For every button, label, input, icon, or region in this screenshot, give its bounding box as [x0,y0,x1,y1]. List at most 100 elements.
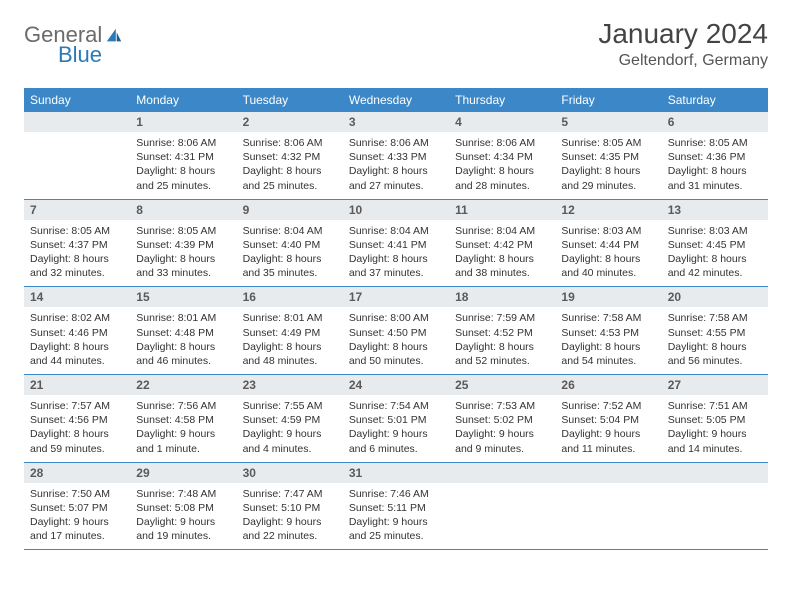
daylight-text: Daylight: 8 hours and 44 minutes. [30,340,124,368]
calendar-cell [555,462,661,550]
calendar-cell [449,462,555,550]
day-details: Sunrise: 8:04 AMSunset: 4:40 PMDaylight:… [237,220,343,287]
day-number: 27 [662,375,768,395]
sunset-text: Sunset: 4:34 PM [455,150,549,164]
sunrise-text: Sunrise: 8:05 AM [30,224,124,238]
day-details: Sunrise: 7:47 AMSunset: 5:10 PMDaylight:… [237,483,343,550]
day-number: 19 [555,287,661,307]
day-details: Sunrise: 8:04 AMSunset: 4:41 PMDaylight:… [343,220,449,287]
calendar-cell: 27Sunrise: 7:51 AMSunset: 5:05 PMDayligh… [662,375,768,463]
day-number: 6 [662,112,768,132]
daylight-text: Daylight: 9 hours and 6 minutes. [349,427,443,455]
calendar-cell: 29Sunrise: 7:48 AMSunset: 5:08 PMDayligh… [130,462,236,550]
sunrise-text: Sunrise: 7:52 AM [561,399,655,413]
daylight-text: Daylight: 9 hours and 22 minutes. [243,515,337,543]
weekday-header: Monday [130,88,236,112]
calendar-cell [24,112,130,199]
calendar-week-row: 28Sunrise: 7:50 AMSunset: 5:07 PMDayligh… [24,462,768,550]
day-details: Sunrise: 8:06 AMSunset: 4:32 PMDaylight:… [237,132,343,199]
daylight-text: Daylight: 8 hours and 29 minutes. [561,164,655,192]
daylight-text: Daylight: 8 hours and 38 minutes. [455,252,549,280]
sunset-text: Sunset: 5:04 PM [561,413,655,427]
sunrise-text: Sunrise: 7:48 AM [136,487,230,501]
daylight-text: Daylight: 8 hours and 27 minutes. [349,164,443,192]
calendar-cell: 30Sunrise: 7:47 AMSunset: 5:10 PMDayligh… [237,462,343,550]
sunrise-text: Sunrise: 7:50 AM [30,487,124,501]
sunset-text: Sunset: 4:31 PM [136,150,230,164]
logo-line2: Blue [24,42,102,68]
daylight-text: Daylight: 9 hours and 17 minutes. [30,515,124,543]
daylight-text: Daylight: 8 hours and 37 minutes. [349,252,443,280]
daylight-text: Daylight: 9 hours and 4 minutes. [243,427,337,455]
calendar-cell: 14Sunrise: 8:02 AMSunset: 4:46 PMDayligh… [24,287,130,375]
sunset-text: Sunset: 5:02 PM [455,413,549,427]
daylight-text: Daylight: 8 hours and 48 minutes. [243,340,337,368]
day-number: 26 [555,375,661,395]
day-details: Sunrise: 8:05 AMSunset: 4:39 PMDaylight:… [130,220,236,287]
day-number [662,463,768,483]
calendar-cell [662,462,768,550]
daylight-text: Daylight: 8 hours and 28 minutes. [455,164,549,192]
calendar-cell: 18Sunrise: 7:59 AMSunset: 4:52 PMDayligh… [449,287,555,375]
day-number: 28 [24,463,130,483]
sunset-text: Sunset: 5:05 PM [668,413,762,427]
daylight-text: Daylight: 8 hours and 52 minutes. [455,340,549,368]
sunrise-text: Sunrise: 8:04 AM [455,224,549,238]
sunset-text: Sunset: 4:35 PM [561,150,655,164]
calendar-cell: 26Sunrise: 7:52 AMSunset: 5:04 PMDayligh… [555,375,661,463]
calendar-cell: 10Sunrise: 8:04 AMSunset: 4:41 PMDayligh… [343,199,449,287]
calendar-body: 1 Sunrise: 8:06 AM Sunset: 4:31 PM Daylight… [24,112,768,550]
sunrise-text: Sunrise: 8:01 AM [136,311,230,325]
daylight-text: Daylight: 9 hours and 14 minutes. [668,427,762,455]
sunrise-text: Sunrise: 8:00 AM [349,311,443,325]
sunset-text: Sunset: 4:39 PM [136,238,230,252]
sunrise-text: Sunrise: 7:47 AM [243,487,337,501]
sunset-text: Sunset: 4:46 PM [30,326,124,340]
daylight-text: Daylight: 8 hours and 46 minutes. [136,340,230,368]
day-details: Sunrise: 8:06 AMSunset: 4:34 PMDaylight:… [449,132,555,199]
month-title: January 2024 [598,18,768,50]
weekday-header: Friday [555,88,661,112]
sunset-text: Sunset: 5:11 PM [349,501,443,515]
daylight-text: Daylight: 8 hours and 25 minutes. [243,164,337,192]
calendar-week-row: 1 Sunrise: 8:06 AM Sunset: 4:31 PM Daylight… [24,112,768,199]
day-number [449,463,555,483]
sunset-text: Sunset: 4:58 PM [136,413,230,427]
calendar-cell: 12Sunrise: 8:03 AMSunset: 4:44 PMDayligh… [555,199,661,287]
day-number: 18 [449,287,555,307]
weekday-header: Wednesday [343,88,449,112]
calendar-page: General January 2024 Geltendorf, Germany… [0,0,792,562]
day-details: Sunrise: 7:46 AMSunset: 5:11 PMDaylight:… [343,483,449,550]
sunrise-text: Sunrise: 8:03 AM [668,224,762,238]
day-number: 1 [130,112,236,132]
day-number: 30 [237,463,343,483]
day-number: 11 [449,200,555,220]
sunset-text: Sunset: 4:32 PM [243,150,337,164]
daylight-text: Daylight: 9 hours and 19 minutes. [136,515,230,543]
day-number: 2 [237,112,343,132]
sunrise-text: Sunrise: 8:05 AM [668,136,762,150]
sunrise-text: Sunrise: 7:55 AM [243,399,337,413]
weekday-header: Sunday [24,88,130,112]
calendar-cell: 31Sunrise: 7:46 AMSunset: 5:11 PMDayligh… [343,462,449,550]
sunrise-text: Sunrise: 8:04 AM [349,224,443,238]
sunrise-text: Sunrise: 8:05 AM [561,136,655,150]
calendar-cell: 19Sunrise: 7:58 AMSunset: 4:53 PMDayligh… [555,287,661,375]
page-header: General January 2024 Geltendorf, Germany [24,18,768,70]
day-number: 31 [343,463,449,483]
day-details: Sunrise: 8:03 AMSunset: 4:45 PMDaylight:… [662,220,768,287]
sunrise-text: Sunrise: 8:03 AM [561,224,655,238]
location-label: Geltendorf, Germany [598,52,768,70]
calendar-cell: 24Sunrise: 7:54 AMSunset: 5:01 PMDayligh… [343,375,449,463]
calendar-cell: 9Sunrise: 8:04 AMSunset: 4:40 PMDaylight… [237,199,343,287]
calendar-week-row: 21Sunrise: 7:57 AMSunset: 4:56 PMDayligh… [24,375,768,463]
calendar-cell: 21Sunrise: 7:57 AMSunset: 4:56 PMDayligh… [24,375,130,463]
day-number: 4 [449,112,555,132]
day-details: Sunrise: 7:54 AMSunset: 5:01 PMDaylight:… [343,395,449,462]
calendar-head: Sunday Monday Tuesday Wednesday Thursday… [24,88,768,112]
sunset-text: Sunset: 5:01 PM [349,413,443,427]
sunrise-text: Sunrise: 8:06 AM [455,136,549,150]
day-details: Sunrise: 7:58 AMSunset: 4:55 PMDaylight:… [662,307,768,374]
day-details: Sunrise: 8:01 AMSunset: 4:49 PMDaylight:… [237,307,343,374]
day-details: Sunrise: 8:01 AMSunset: 4:48 PMDaylight:… [130,307,236,374]
